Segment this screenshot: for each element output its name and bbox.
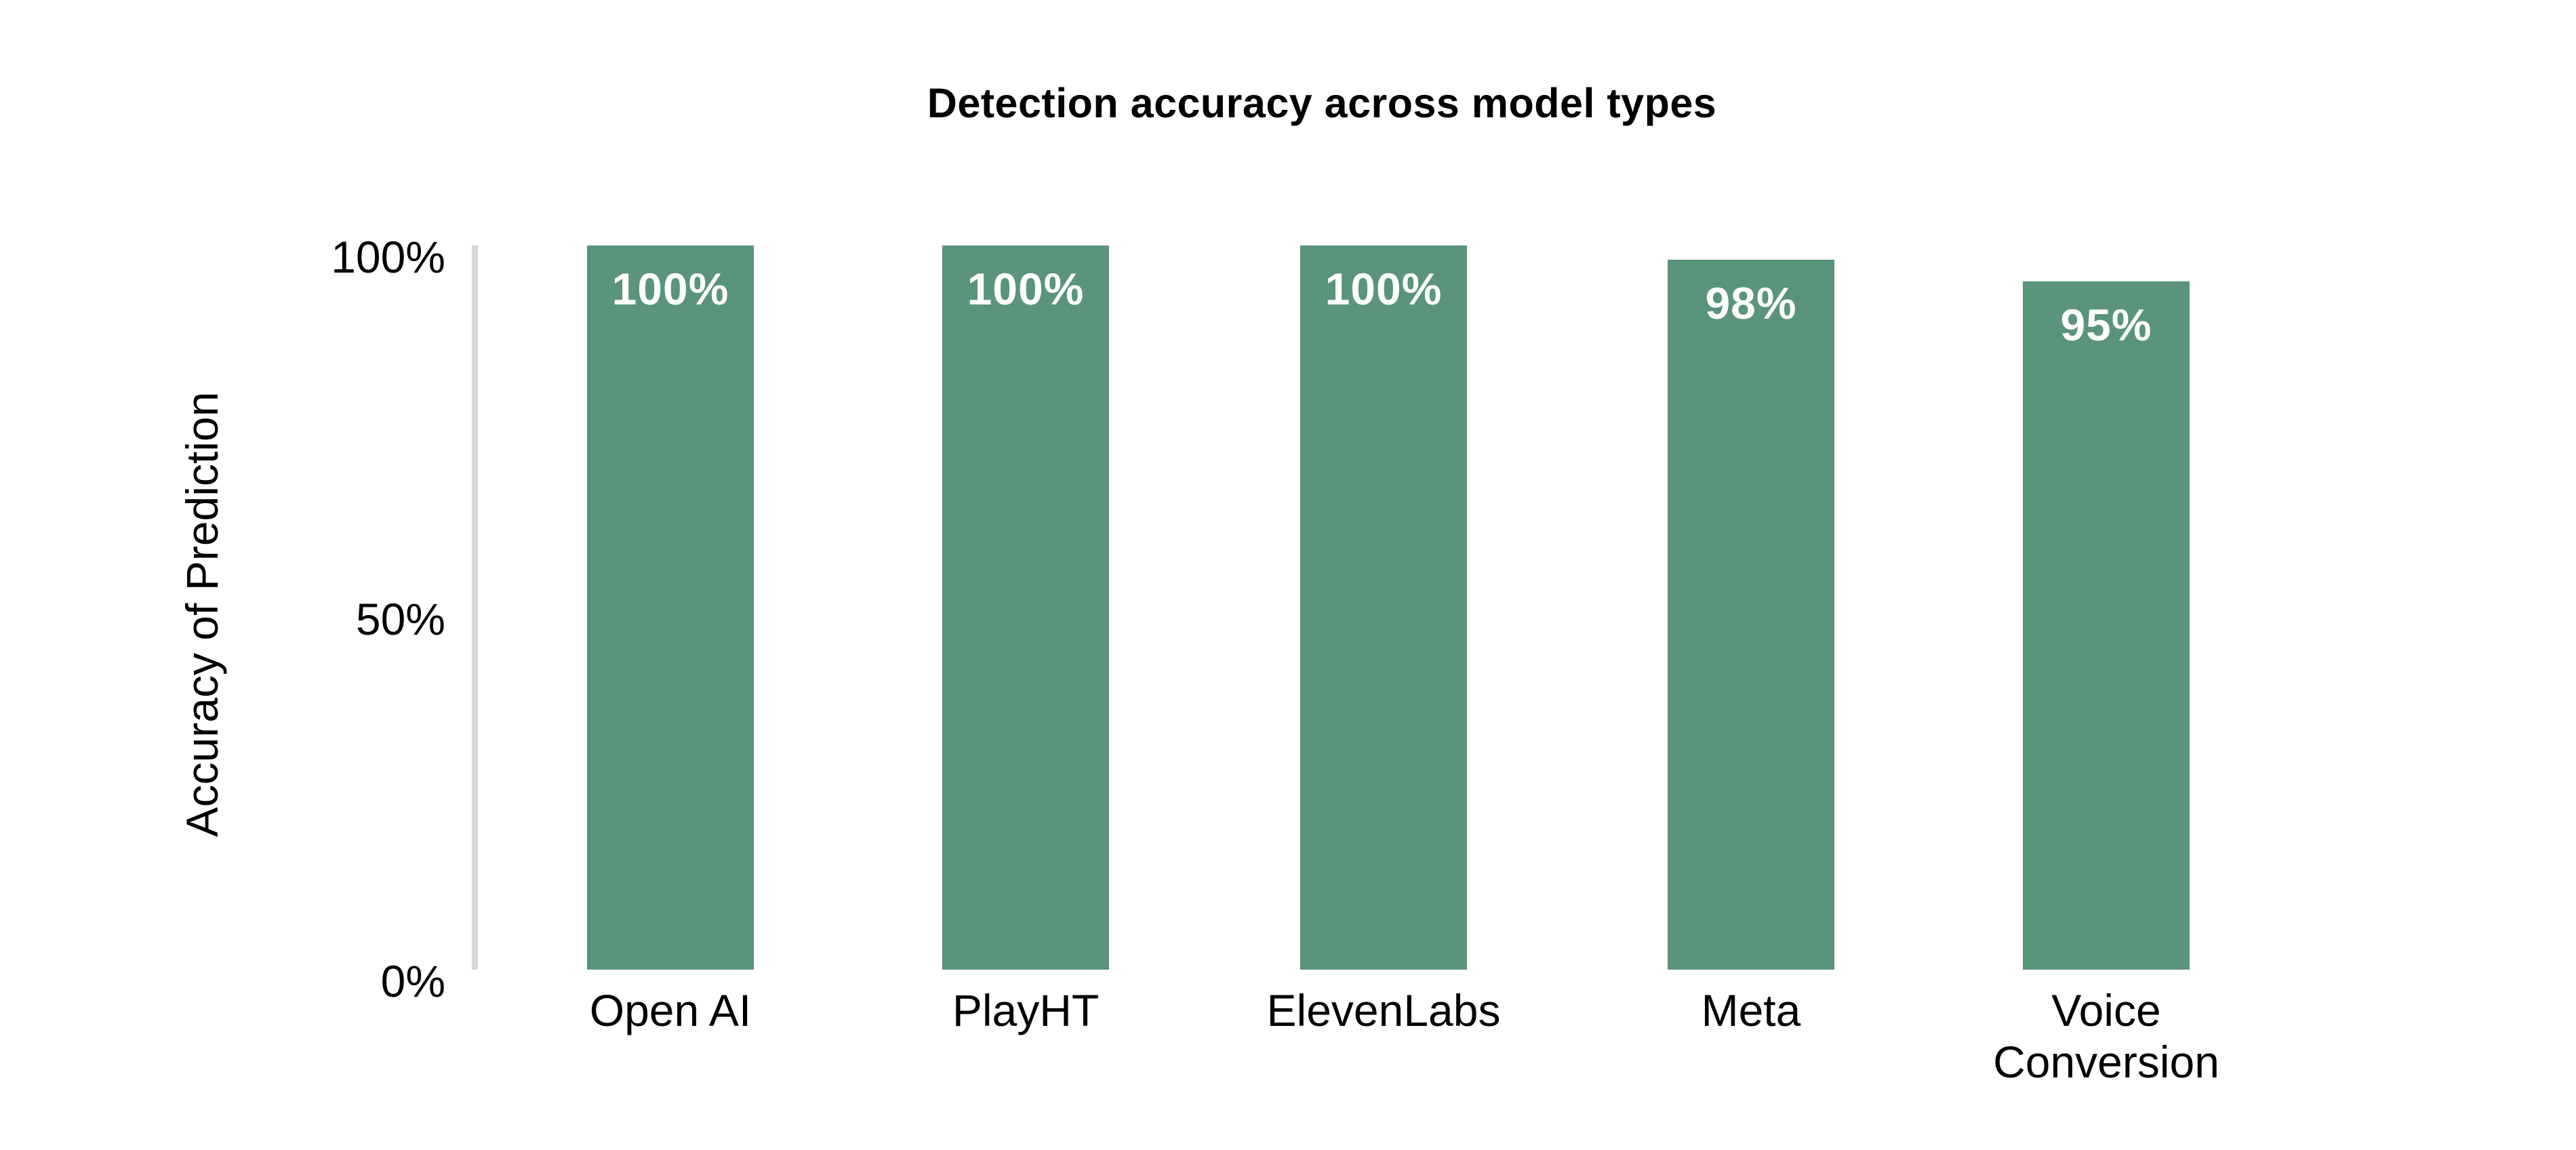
y-axis-line: [472, 245, 478, 970]
y-tick-label: 0%: [380, 956, 445, 1006]
x-category-label: ElevenLabs: [1266, 985, 1501, 1035]
x-category-label: Voice Conversion: [1993, 985, 2219, 1087]
x-category-label: PlayHT: [952, 985, 1100, 1035]
bar-value-label: 95%: [2060, 300, 2152, 351]
bar: 98%: [1668, 260, 1834, 970]
bar: 95%: [2023, 281, 2190, 970]
y-tick-label: 100%: [331, 232, 445, 282]
bar-value-label: 98%: [1705, 278, 1797, 329]
x-category-label: Meta: [1701, 985, 1801, 1035]
bar: 100%: [1300, 245, 1467, 970]
x-category-label: Open AI: [589, 985, 752, 1035]
bar: 100%: [587, 245, 754, 970]
bar-value-label: 100%: [967, 264, 1085, 314]
chart-title: Detection accuracy across model types: [927, 80, 1717, 126]
bar-value-label: 100%: [1325, 264, 1443, 314]
bar: 100%: [942, 245, 1109, 970]
bar-value-label: 100%: [611, 264, 729, 314]
y-tick-label: 50%: [355, 594, 445, 644]
